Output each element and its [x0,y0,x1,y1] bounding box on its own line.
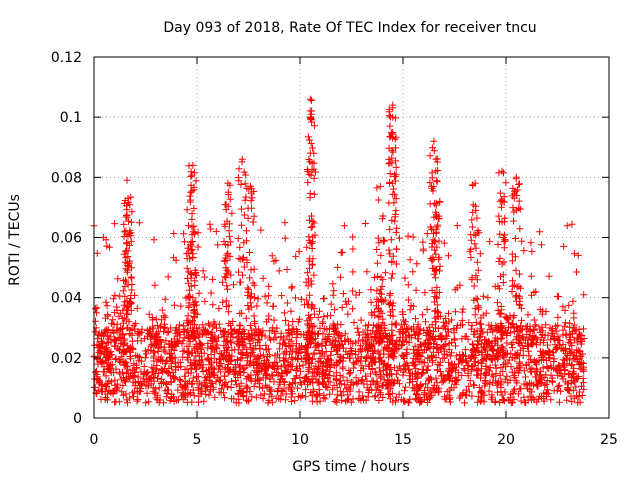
x-tick-label: 25 [600,432,618,448]
chart-title: Day 093 of 2018, Rate Of TEC Index for r… [163,20,536,36]
axis-ticks: 0 0.02 0.04 0.06 0.08 0.1 0.12 0 5 10 15 20 25 [51,50,618,448]
y-tick-label: 0.12 [51,50,82,66]
x-tick-label: 0 [90,432,99,448]
y-tick-label: 0.04 [51,291,82,307]
y-tick-label: 0.1 [60,110,82,126]
x-tick-label: 15 [394,432,412,448]
data-points [90,95,588,407]
y-tick-label: 0 [73,411,82,427]
roti-series-markers [90,95,588,407]
x-tick-label: 10 [291,432,309,448]
y-tick-label: 0.02 [51,351,82,367]
y-axis-label: ROTI / TECUs [7,194,23,286]
x-tick-label: 20 [497,432,515,448]
x-axis-label: GPS time / hours [292,459,409,475]
y-tick-label: 0.06 [51,231,82,247]
x-tick-label: 5 [193,432,202,448]
y-tick-label: 0.08 [51,170,82,186]
